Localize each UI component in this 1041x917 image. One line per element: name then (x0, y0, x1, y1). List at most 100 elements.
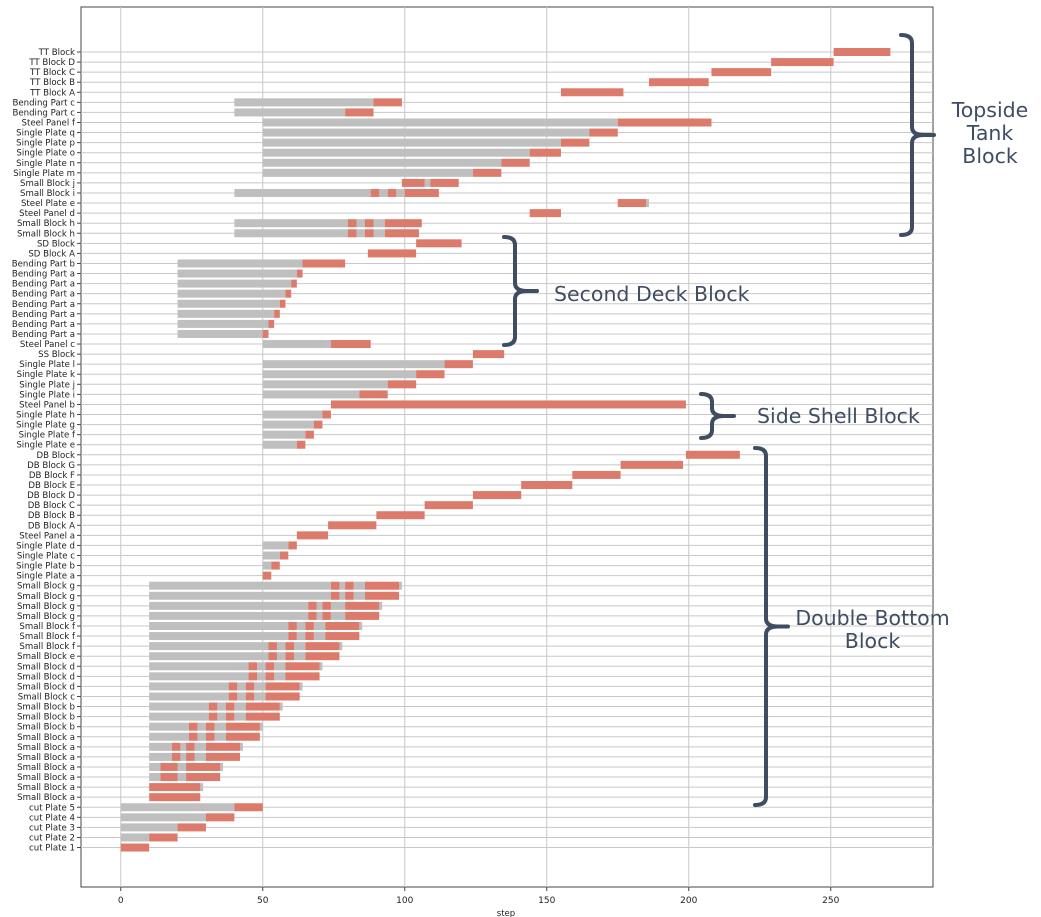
waiting-bar (234, 98, 374, 107)
processing-bar (305, 621, 314, 630)
processing-bar (529, 209, 561, 218)
waiting-bar (399, 581, 402, 590)
y-tick-label: cut Plate 5 (29, 803, 75, 813)
processing-bar (305, 652, 340, 661)
y-tick-label: Small Block b (17, 703, 75, 713)
x-tick-labels: 0 50 100 150 200 250 (118, 896, 840, 906)
y-tick-label: DB Block F (29, 471, 75, 481)
group-label-side-shell: Side Shell Block (757, 405, 920, 428)
waiting-bar (237, 692, 246, 701)
waiting-bar (120, 813, 206, 822)
y-tick-label: Bending Part a (12, 320, 75, 330)
y-tick-label: Steel Plate e (21, 199, 75, 209)
waiting-bar (234, 229, 348, 238)
waiting-bar (149, 581, 331, 590)
processing-bar (305, 642, 340, 651)
y-tick-label: Single Plate p (16, 139, 75, 149)
waiting-bar (120, 833, 150, 842)
waiting-bar (262, 168, 473, 177)
y-tick-label: Single Plate d (16, 541, 75, 551)
y-tick-label: TT Block B (29, 78, 75, 88)
processing-bar (268, 652, 277, 661)
processing-bar (376, 511, 425, 520)
waiting-bar (149, 611, 309, 620)
waiting-bar (356, 229, 365, 238)
x-axis-title: step (497, 909, 515, 917)
waiting-bar (319, 662, 323, 671)
processing-bar (833, 48, 891, 56)
waiting-bar (379, 188, 388, 197)
waiting-bar (313, 632, 326, 641)
group-label-line: Tank (966, 121, 1014, 145)
waiting-bar (177, 259, 303, 268)
waiting-bar (149, 642, 269, 651)
processing-bar (359, 390, 388, 399)
processing-bar (560, 88, 624, 97)
waiting-bar (262, 360, 445, 369)
y-tick-label: Small Block j (20, 179, 75, 189)
waiting-bar (217, 702, 226, 711)
processing-bar (171, 752, 181, 761)
processing-bar (401, 178, 425, 187)
processing-bar (245, 702, 280, 711)
waiting-bar (177, 269, 297, 278)
y-tick-label: DB Block (37, 451, 76, 461)
processing-bar (345, 611, 380, 620)
waiting-bar (316, 601, 323, 610)
y-tick-label: Steel Panel d (19, 209, 75, 219)
processing-bar (711, 68, 772, 77)
processing-bar (330, 591, 340, 600)
waiting-bar (257, 672, 266, 681)
waiting-bar (149, 732, 189, 741)
waiting-bar (353, 581, 365, 590)
waiting-bar (262, 380, 388, 389)
x-tick-label: 150 (538, 896, 555, 906)
waiting-bar (262, 410, 323, 419)
waiting-bar (149, 762, 161, 771)
waiting-bar (279, 702, 283, 711)
processing-bar (188, 732, 198, 741)
waiting-bar (234, 712, 246, 721)
processing-bar (271, 561, 280, 570)
waiting-bar (220, 762, 223, 771)
processing-bar (288, 541, 297, 550)
processing-bar (268, 319, 275, 328)
waiting-bar (234, 702, 246, 711)
processing-bar (234, 803, 263, 812)
brace-topside (899, 33, 936, 237)
waiting-bar (274, 662, 286, 671)
y-tick-label: Single Plate m (13, 169, 75, 179)
waiting-bar (177, 319, 269, 328)
y-tick-label: TT Block (38, 48, 75, 58)
processing-bar (248, 662, 258, 671)
processing-bar (430, 178, 459, 187)
processing-bar (205, 813, 235, 822)
processing-bar (345, 601, 380, 610)
processing-bar (416, 239, 462, 248)
processing-bar (288, 621, 297, 630)
y-tick-label: Small Block c (18, 692, 76, 702)
waiting-bar (234, 108, 346, 117)
waiting-bar (149, 601, 309, 610)
processing-bar (188, 722, 198, 731)
y-tick-label: SD Block (37, 239, 75, 249)
y-tick-label: Small Block d (17, 672, 75, 682)
processing-bar (685, 450, 740, 459)
processing-bar (279, 551, 289, 560)
waiting-bar (274, 672, 286, 681)
waiting-bar (396, 188, 405, 197)
waiting-bar (240, 742, 243, 751)
bar-layer (120, 48, 891, 852)
processing-bar (296, 269, 303, 278)
waiting-bar (262, 370, 417, 379)
waiting-bar (353, 591, 365, 600)
processing-bar (265, 672, 275, 681)
waiting-bar (254, 682, 266, 691)
y-tick-label: DB Block G (27, 461, 75, 471)
waiting-bar (120, 823, 178, 832)
processing-bar (305, 430, 314, 439)
x-tick-label: 100 (396, 896, 413, 906)
brace-double-bottom (753, 446, 790, 807)
y-tick-label: TT Block C (29, 68, 75, 78)
y-tick-label: Small Block a (17, 763, 75, 773)
